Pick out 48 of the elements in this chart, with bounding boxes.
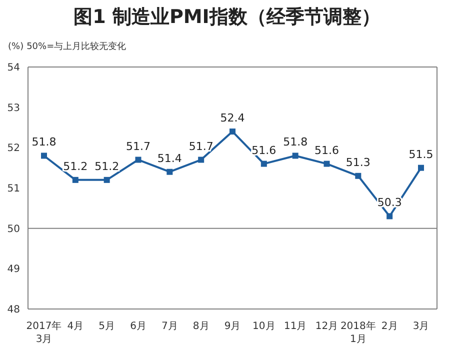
y-tick-label: 49: [7, 264, 20, 276]
data-label: 51.2: [63, 160, 88, 173]
y-tick-label: 51: [7, 184, 20, 195]
y-axis-title: (%): [8, 42, 24, 52]
data-label: 51.7: [188, 140, 214, 153]
x-tick-label: 9月: [224, 321, 241, 332]
data-label: 51.2: [94, 160, 120, 173]
point: [355, 172, 362, 179]
x-tick-label: 8月: [192, 321, 210, 332]
data-label: 52.4: [220, 112, 245, 125]
x-tick-label: 3月: [412, 321, 430, 332]
data-label: 51.8: [32, 136, 56, 149]
point: [135, 156, 142, 163]
x-tick-label: 2017年 3月: [26, 320, 62, 345]
point: [386, 213, 393, 220]
x-tick-label: 5月: [98, 321, 116, 332]
point: [418, 164, 424, 171]
y-tick-label: 52: [7, 143, 20, 154]
x-tick-label: 10月: [252, 321, 276, 332]
data-label: 51.6: [252, 144, 276, 157]
y-tick-label: 48: [7, 304, 20, 316]
x-tick-label: 4月: [67, 321, 84, 332]
point: [260, 160, 267, 167]
x-tick-label: 6月: [130, 321, 146, 332]
x-tick-label: 2018年 1月: [340, 320, 376, 345]
point: [104, 176, 110, 183]
x-tick-label: 11月: [284, 321, 307, 332]
point: [324, 160, 330, 167]
x-tick-label: 2月: [381, 321, 398, 332]
x-tick-label: 7月: [161, 321, 178, 332]
chart-title: 图1 制造业PMI指数（经季节调整）: [72, 5, 382, 30]
y-tick-label: 50: [7, 224, 20, 235]
data-label: 51.8: [283, 136, 308, 149]
point: [41, 152, 47, 159]
y-tick-label: 54: [7, 62, 20, 74]
point: [72, 176, 78, 183]
point: [292, 152, 298, 159]
text: 50%=与上月比较无变化: [26, 42, 126, 52]
point: [166, 168, 173, 175]
data-label: 51.5: [408, 148, 434, 161]
point: [230, 128, 236, 135]
data-label: 51.6: [314, 144, 339, 157]
point: [198, 156, 204, 163]
data-label: 51.4: [157, 152, 182, 165]
data-label: 51.7: [126, 140, 150, 153]
y-tick-label: 53: [7, 102, 20, 114]
x-tick-label: 12月: [315, 321, 338, 332]
data-label: 51.3: [346, 156, 370, 169]
